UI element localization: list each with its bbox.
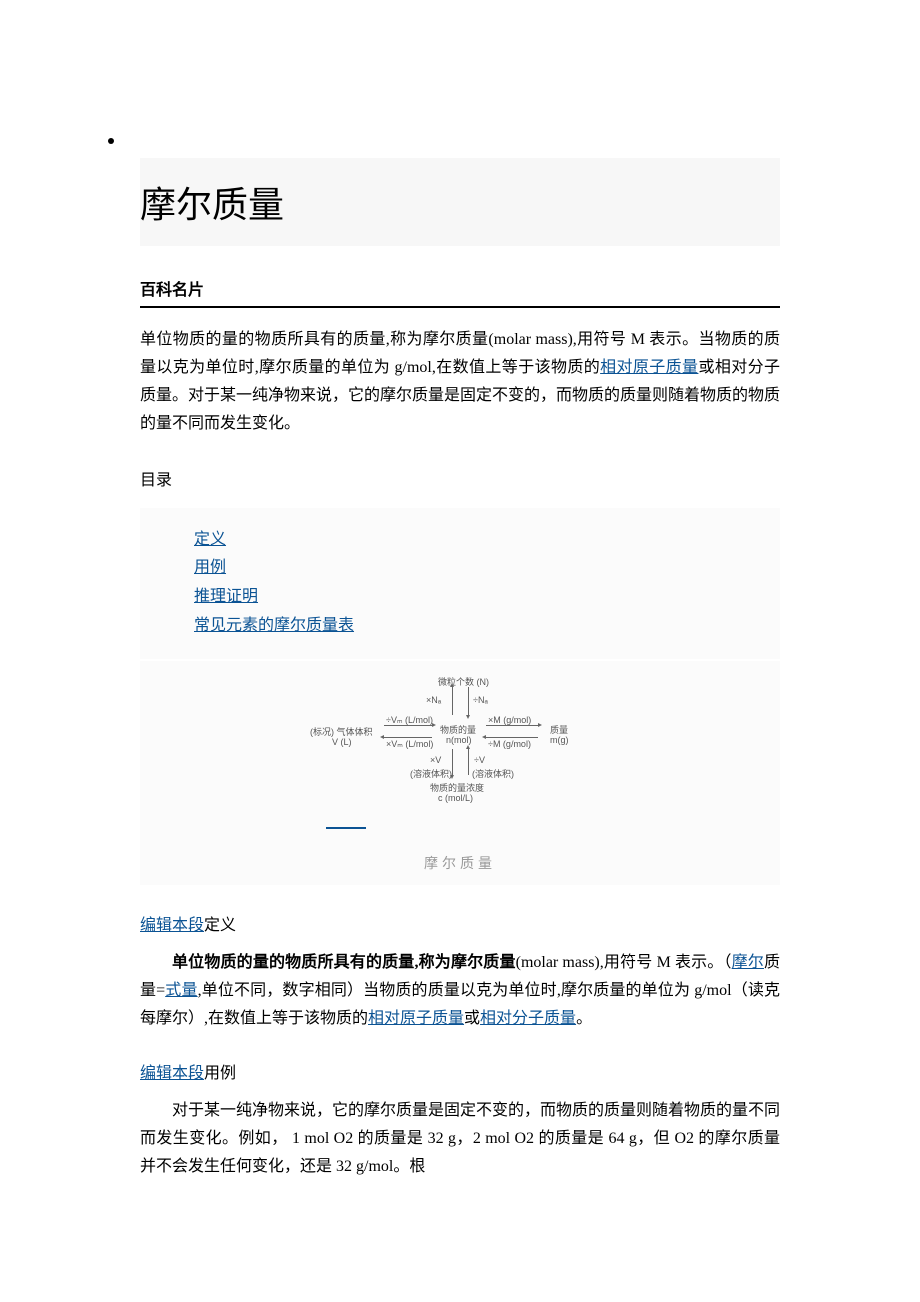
arrow-left-icon [384, 737, 432, 738]
diagram-label-divm: ÷M (g/mol) [488, 739, 531, 749]
arrow-left-icon-2 [486, 737, 538, 738]
title-block: 摩尔质量 [140, 158, 780, 246]
section-title-definition: 定义 [204, 917, 236, 934]
figure-caption: 摩尔质量 [140, 853, 780, 873]
link-formula-mass[interactable]: 式量 [165, 982, 197, 999]
link-relative-atomic-mass[interactable]: 相对原子质量 [600, 359, 698, 376]
link-relative-atomic-mass-2[interactable]: 相对原子质量 [368, 1010, 464, 1027]
diagram-label-top: 微粒个数 (N) [438, 675, 489, 688]
diagram-label-xv: ×V [430, 755, 441, 765]
definition-text-e: 。 [576, 1010, 592, 1027]
arrow-right-icon-2 [486, 725, 538, 726]
arrow-down-icon [468, 687, 469, 715]
arrow-up-icon [452, 687, 453, 715]
figure-underline [326, 827, 366, 829]
diagram-label-solvol-l: (溶液体积) [410, 767, 452, 780]
edit-section-link-definition[interactable]: 编辑本段 [140, 917, 204, 934]
molar-mass-diagram: 微粒个数 (N) ×Nₐ ÷Nₐ (标况) 气体体积 V (L) ÷Vₘ (L/… [310, 675, 610, 810]
diagram-label-divna: ÷Nₐ [473, 695, 488, 705]
edit-section-link-examples[interactable]: 编辑本段 [140, 1065, 204, 1082]
definition-text-a: (molar mass),用符号 M 表示。（ [516, 954, 732, 971]
card-label: 百科名片 [140, 276, 780, 300]
section-title-examples: 用例 [204, 1065, 236, 1082]
intro-paragraph: 单位物质的量的物质所具有的质量,称为摩尔质量(molar mass),用符号 M… [140, 326, 780, 438]
diagram-label-xvm: ×Vₘ (L/mol) [386, 739, 433, 750]
toc-item-definition[interactable]: 定义 [194, 531, 226, 548]
page-title: 摩尔质量 [140, 176, 780, 228]
diagram-label-divv: ÷V [474, 755, 485, 765]
toc-panel: 定义 用例 推理证明 常见元素的摩尔质量表 [140, 508, 780, 659]
diagram-label-left-sub: V (L) [332, 737, 352, 747]
bullet-marker [108, 138, 114, 144]
diagram-label-solvol-r: (溶液体积) [472, 767, 514, 780]
definition-strong: 单位物质的量的物质所具有的质量,称为摩尔质量 [172, 954, 516, 971]
diagram-label-divvm: ÷Vₘ (L/mol) [386, 715, 433, 726]
section-head-definition: 编辑本段定义 [140, 911, 780, 935]
figure-container: 微粒个数 (N) ×Nₐ ÷Nₐ (标况) 气体体积 V (L) ÷Vₘ (L/… [140, 661, 780, 885]
link-mole[interactable]: 摩尔 [732, 954, 764, 971]
diagram-label-xm: ×M (g/mol) [488, 715, 531, 725]
arrow-down-icon-2 [452, 749, 453, 775]
diagram-label-bottom-sub: c (mol/L) [438, 793, 473, 803]
link-relative-molecular-mass[interactable]: 相对分子质量 [480, 1010, 576, 1027]
examples-paragraph: 对于某一纯净物来说，它的摩尔质量是固定不变的，而物质的质量则随着物质的量不同而发… [140, 1097, 780, 1181]
diagram-label-right-sub: m(g) [550, 735, 569, 745]
toc-item-table[interactable]: 常见元素的摩尔质量表 [194, 617, 354, 634]
diagram-label-xna: ×Nₐ [426, 695, 441, 705]
definition-paragraph: 单位物质的量的物质所具有的质量,称为摩尔质量(molar mass),用符号 M… [140, 949, 780, 1033]
toc-label: 目录 [140, 466, 780, 490]
toc-item-proof[interactable]: 推理证明 [194, 588, 258, 605]
arrow-up-icon-2 [468, 749, 469, 775]
card-divider [140, 306, 780, 308]
section-head-examples: 编辑本段用例 [140, 1059, 780, 1083]
definition-text-d: 或 [464, 1010, 480, 1027]
diagram-label-center-sub: n(mol) [446, 735, 472, 745]
toc-item-examples[interactable]: 用例 [194, 559, 226, 576]
